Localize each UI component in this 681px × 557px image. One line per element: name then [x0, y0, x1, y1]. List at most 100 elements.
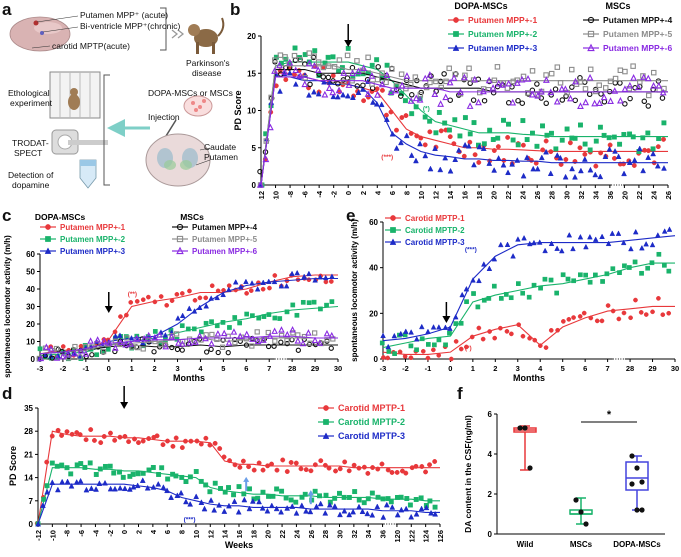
data-point-putamen-mpp-2 [272, 315, 278, 321]
x-tick-label: 8 [178, 530, 187, 534]
coronal-brain-illustration [145, 133, 211, 187]
data-point-carotid-mptp-3 [577, 233, 584, 240]
data-point-putamen-mpp-3 [301, 273, 307, 279]
data-point-putamen-mpp-6 [412, 94, 420, 102]
data-point-putamen-mpp-5 [466, 65, 472, 72]
data-point-putamen-mpp-5 [543, 72, 549, 78]
data-point-putamen-mpp-5 [446, 65, 452, 72]
data-point-carotid-mptp-2 [645, 265, 651, 271]
data-point-carotid-mptp-2 [610, 266, 616, 272]
data-point-putamen-mpp-4 [586, 91, 593, 98]
data-point-putamen-mpp-5 [272, 57, 278, 63]
data-point-carotid-mptp-1 [463, 344, 469, 350]
label-experiment: experiment [10, 98, 53, 108]
x-tick-label: -4 [315, 190, 324, 197]
data-point-putamen-mpp-4 [659, 95, 666, 101]
data-point-putamen-mpp-5 [504, 85, 511, 91]
box-data-point [573, 497, 579, 503]
data-point-putamen-mpp-6 [257, 181, 264, 188]
data-point-putamen-mpp-5 [277, 52, 284, 58]
data-point-putamen-mpp-5 [173, 331, 180, 337]
data-point-carotid-mptp-2 [59, 462, 65, 468]
y-tick-label: 20 [26, 320, 35, 329]
data-point-putamen-mpp-3 [462, 141, 469, 148]
trend-line-carotid-mptp-3 [37, 483, 440, 525]
data-point-putamen-mpp-4 [325, 74, 332, 81]
data-point-carotid-mptp-3 [447, 325, 453, 331]
data-point-putamen-mpp-1 [467, 139, 473, 145]
data-point-carotid-mptp-1 [88, 427, 94, 433]
data-point-carotid-mptp-3 [193, 493, 200, 500]
data-point-putamen-mpp-5 [209, 331, 215, 338]
data-point-putamen-mpp-6 [311, 62, 318, 69]
data-point-putamen-mpp-6 [133, 334, 141, 342]
data-point-carotid-mptp-3 [178, 489, 184, 496]
data-point-carotid-mptp-1 [170, 443, 176, 449]
data-point-putamen-mpp-5 [219, 344, 226, 350]
data-point-putamen-mpp-3 [322, 274, 329, 281]
trend-line-carotid-mptp-1 [37, 430, 440, 525]
data-point-putamen-mpp-3 [403, 132, 410, 139]
data-point-putamen-mpp-3 [557, 154, 564, 161]
data-point-carotid-mptp-3 [107, 485, 114, 492]
x-tick-label: 4 [149, 529, 158, 534]
data-point-putamen-mpp-4 [360, 82, 366, 89]
data-point-putamen-mpp-6 [553, 97, 561, 105]
data-point-putamen-mpp-6 [567, 94, 574, 102]
data-point-putamen-mpp-3 [349, 94, 356, 100]
data-point-putamen-mpp-2 [593, 138, 599, 144]
data-point-putamen-mpp-5 [254, 329, 260, 335]
data-point-putamen-mpp-3 [203, 302, 210, 309]
data-point-putamen-mpp-6 [349, 69, 356, 77]
data-point-carotid-mptp-2 [369, 490, 375, 496]
x-tick-label: 6 [244, 364, 248, 373]
data-point-putamen-mpp-2 [582, 141, 588, 147]
data-point-putamen-mpp-2 [587, 147, 593, 153]
data-point-carotid-mptp-3 [476, 277, 482, 284]
data-point-carotid-mptp-3 [542, 247, 548, 254]
data-point-putamen-mpp-3 [340, 91, 346, 98]
data-point-putamen-mpp-2 [606, 135, 612, 141]
data-point-putamen-mpp-2 [179, 323, 185, 329]
data-point-putamen-mpp-5 [412, 74, 419, 80]
spect-scanner-illustration [51, 129, 108, 155]
data-point-putamen-mpp-3 [312, 277, 318, 283]
data-point-putamen-mpp-5 [379, 70, 385, 76]
legend-label: Putamen MPP+-1 [60, 223, 126, 232]
data-point-putamen-mpp-6 [299, 339, 307, 347]
data-point-putamen-mpp-1 [187, 288, 192, 294]
data-point-carotid-mptp-3 [554, 245, 560, 251]
data-point-carotid-mptp-2 [639, 270, 644, 276]
data-point-putamen-mpp-5 [162, 342, 168, 348]
data-point-carotid-mptp-3 [436, 324, 442, 330]
data-point-putamen-mpp-6 [321, 90, 329, 98]
data-point-putamen-mpp-6 [77, 347, 85, 354]
data-point-carotid-mptp-3 [96, 480, 103, 486]
data-point-carotid-mptp-1 [326, 465, 332, 471]
data-point-carotid-mptp-1 [638, 310, 644, 315]
data-point-carotid-mptp-3 [408, 329, 414, 335]
data-point-carotid-mptp-2 [491, 283, 497, 289]
data-point-carotid-mptp-2 [379, 340, 385, 346]
data-point-carotid-mptp-2 [548, 277, 554, 283]
data-point-putamen-mpp-2 [506, 121, 511, 127]
trend-line-putamen-mpp-2 [39, 305, 339, 357]
legend-group-mscs: MSCs [605, 1, 630, 11]
data-point-carotid-mptp-1 [346, 468, 352, 474]
data-point-carotid-mptp-3 [73, 478, 80, 485]
data-point-putamen-mpp-3 [621, 170, 627, 177]
x-tick-label: -12 [34, 530, 43, 541]
data-point-putamen-mpp-5 [290, 330, 296, 336]
data-point-carotid-mptp-3 [249, 498, 256, 504]
data-point-putamen-mpp-4 [375, 64, 381, 70]
data-point-carotid-mptp-3 [256, 498, 262, 505]
data-point-putamen-mpp-6 [297, 71, 304, 79]
data-point-putamen-mpp-4 [627, 95, 633, 102]
data-point-carotid-mptp-1 [423, 469, 429, 475]
data-point-carotid-mptp-3 [155, 480, 162, 487]
data-point-putamen-mpp-1 [283, 77, 289, 83]
injection-arrow-head [104, 306, 113, 313]
data-point-putamen-mpp-2 [427, 118, 433, 124]
data-point-putamen-mpp-4 [569, 84, 575, 90]
data-point-carotid-mptp-3 [515, 236, 521, 242]
